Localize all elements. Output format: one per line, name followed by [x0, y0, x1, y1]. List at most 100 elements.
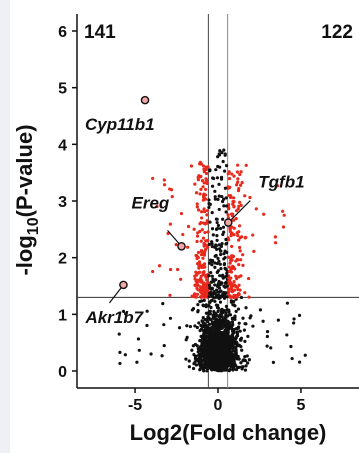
- data-point: [262, 212, 266, 216]
- y-tick-label: 2: [58, 251, 67, 268]
- data-point: [187, 365, 191, 369]
- data-point: [197, 264, 201, 268]
- data-point: [217, 152, 221, 156]
- data-point: [220, 330, 224, 335]
- data-point: [201, 285, 206, 289]
- data-point: [211, 325, 216, 329]
- data-point: [202, 298, 206, 302]
- data-point: [231, 199, 235, 204]
- data-point: [207, 202, 211, 206]
- data-point: [157, 264, 162, 268]
- data-point: [218, 149, 222, 153]
- data-point: [261, 319, 265, 323]
- y-tick-label: 5: [58, 81, 67, 98]
- data-point: [199, 347, 204, 351]
- data-point: [216, 368, 220, 373]
- data-point: [193, 277, 197, 281]
- data-point: [227, 170, 231, 174]
- data-point: [269, 346, 273, 350]
- data-point: [208, 312, 212, 316]
- data-point: [216, 322, 220, 326]
- data-point: [212, 352, 216, 356]
- x-tick-label: 5: [296, 397, 305, 414]
- data-point: [233, 352, 237, 356]
- data-point: [241, 253, 245, 257]
- gene-label: Akr1b7: [84, 308, 144, 327]
- data-point: [203, 287, 207, 291]
- data-point: [239, 361, 243, 365]
- data-point: [231, 264, 235, 268]
- data-point: [247, 358, 251, 362]
- data-point: [217, 339, 221, 343]
- data-point: [186, 245, 190, 249]
- data-point: [236, 180, 240, 184]
- data-point: [225, 284, 229, 288]
- data-point: [123, 353, 127, 357]
- data-point: [200, 179, 205, 183]
- data-point: [228, 336, 232, 340]
- x-tick-label: -5: [128, 397, 142, 414]
- data-point: [223, 255, 227, 260]
- data-point: [209, 287, 213, 291]
- data-point: [221, 217, 225, 221]
- data-point: [214, 303, 219, 307]
- data-point: [230, 225, 234, 229]
- data-point: [197, 270, 202, 274]
- data-point: [179, 211, 184, 216]
- data-point: [198, 339, 202, 343]
- data-point: [181, 232, 185, 237]
- data-point: [221, 159, 225, 164]
- data-point: [196, 261, 200, 266]
- data-point: [145, 323, 149, 328]
- data-point: [218, 262, 222, 266]
- data-point: [202, 167, 206, 171]
- data-point: [217, 243, 221, 247]
- data-point: [195, 202, 199, 206]
- data-point: [214, 168, 218, 172]
- data-point: [227, 295, 231, 299]
- data-point: [230, 320, 235, 324]
- data-point: [248, 195, 252, 200]
- data-point: [226, 185, 230, 189]
- data-point: [290, 356, 294, 361]
- data-point: [227, 265, 231, 269]
- gene-label: Cyp11b1: [85, 115, 155, 134]
- data-point: [241, 316, 245, 320]
- data-point: [215, 247, 219, 251]
- highlighted-gene-point: [177, 242, 186, 251]
- data-point: [223, 186, 227, 190]
- y-tick-label: 1: [58, 307, 67, 324]
- data-point: [202, 194, 206, 198]
- data-point: [210, 242, 214, 246]
- y-tick-label: 0: [58, 364, 67, 381]
- data-point: [168, 222, 172, 226]
- data-point: [292, 317, 296, 321]
- data-point: [244, 163, 248, 167]
- data-point: [199, 220, 203, 225]
- data-point: [208, 322, 212, 326]
- data-point: [215, 227, 219, 231]
- data-point: [216, 197, 220, 201]
- data-point: [155, 204, 159, 209]
- data-point: [230, 244, 234, 249]
- data-point: [232, 330, 236, 334]
- data-point: [217, 182, 221, 186]
- data-point: [199, 349, 204, 354]
- data-point: [247, 295, 251, 299]
- data-point: [195, 292, 200, 296]
- data-point: [243, 339, 247, 343]
- data-point: [228, 321, 232, 325]
- data-point: [137, 348, 141, 352]
- data-point: [273, 235, 277, 239]
- data-point: [225, 307, 229, 312]
- data-point: [265, 329, 270, 334]
- data-point: [237, 263, 241, 267]
- data-point: [215, 238, 219, 242]
- data-point: [204, 326, 208, 330]
- data-point: [242, 328, 247, 332]
- data-point: [185, 324, 189, 328]
- data-point: [271, 360, 276, 364]
- data-point: [217, 283, 222, 287]
- data-point: [203, 230, 207, 235]
